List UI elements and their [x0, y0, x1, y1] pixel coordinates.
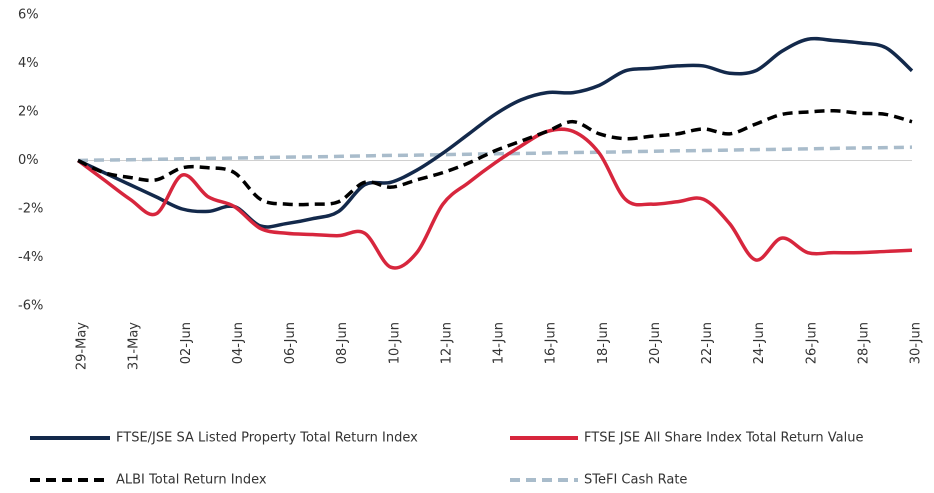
y-tick-label: -2% [18, 202, 43, 217]
x-tick-label: 12-Jun [439, 322, 454, 364]
series-line [77, 109, 913, 207]
series-line [77, 36, 914, 229]
y-tick-label: 4% [18, 56, 39, 71]
y-tick-label: -4% [18, 250, 43, 265]
x-tick-label: 26-Jun [804, 322, 819, 364]
x-tick-label: 24-Jun [752, 322, 767, 364]
x-tick-label: 02-Jun [179, 322, 194, 364]
legend-label: FTSE/JSE SA Listed Property Total Return… [116, 431, 418, 446]
x-tick-label: 30-Jun [909, 322, 924, 364]
legend-label: STeFI Cash Rate [584, 473, 687, 488]
y-tick-label: 2% [18, 105, 39, 120]
y-tick-label: -6% [18, 299, 43, 314]
series-line [77, 145, 913, 163]
x-tick-label: 28-Jun [856, 322, 871, 364]
x-tick-label: 04-Jun [231, 322, 246, 364]
x-tick-label: 16-Jun [544, 322, 559, 364]
x-tick-label: 08-Jun [335, 322, 350, 364]
x-tick-label: 20-Jun [648, 322, 663, 364]
legend-label: FTSE JSE All Share Index Total Return Va… [584, 431, 864, 446]
x-tick-label: 06-Jun [283, 322, 298, 364]
x-tick-label: 22-Jun [700, 322, 715, 364]
x-tick-label: 31-May [127, 322, 142, 370]
x-tick-label: 29-May [75, 322, 90, 370]
x-tick-label: 18-Jun [596, 322, 611, 364]
y-tick-label: 0% [18, 153, 39, 168]
x-tick-label: 10-Jun [387, 322, 402, 364]
y-tick-label: 6% [18, 8, 39, 23]
series-line [76, 127, 913, 270]
legend-label: ALBI Total Return Index [116, 473, 267, 488]
x-tick-label: 14-Jun [492, 322, 507, 364]
